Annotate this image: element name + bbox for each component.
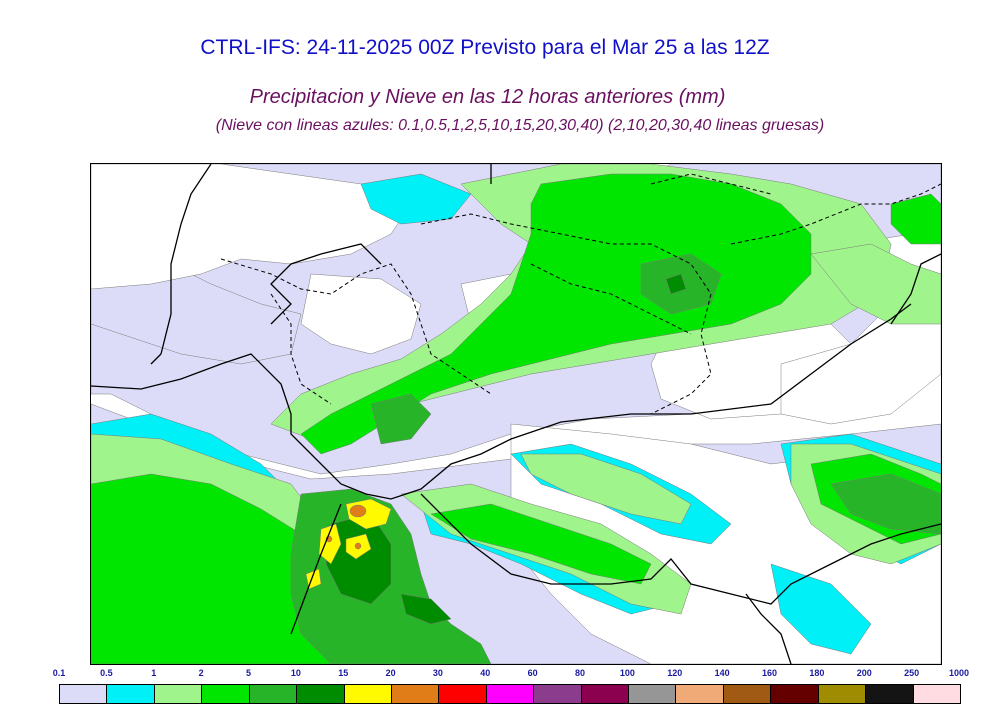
legend-tick-label: 120: [667, 668, 683, 678]
legend-swatch: [297, 685, 345, 703]
legend-tick-label: 15: [338, 668, 349, 678]
legend-swatch: [391, 685, 440, 703]
legend-tick-label: 140: [714, 668, 730, 678]
legend-tick-label: 20: [385, 668, 396, 678]
legend-swatch: [439, 685, 487, 703]
legend-swatch: [866, 685, 914, 703]
legend-tick-label: 250: [904, 668, 920, 678]
legend-tick-label: 0.5: [100, 668, 113, 678]
precip-green-layer: [91, 173, 941, 664]
legend-tick-label: 180: [809, 668, 825, 678]
legend-tick-label: 5: [245, 668, 251, 678]
map-subtitle: Precipitacion y Nieve en las 12 horas an…: [249, 86, 726, 108]
legend-swatch: [344, 685, 392, 703]
legend-swatch: [629, 685, 677, 703]
legend-swatch: [60, 685, 108, 703]
legend-tick-label: 10: [290, 668, 301, 678]
legend-tick-label: 200: [856, 668, 872, 678]
color-legend: [59, 684, 961, 704]
legend-tick-label: 60: [527, 668, 538, 678]
map-snow-note: (Nieve con lineas azules: 0.1,0.5,1,2,5,…: [215, 117, 825, 134]
legend-swatch: [486, 685, 535, 703]
legend-tick-labels: 0.1 0.5 1 2 5 10 15 20 30 40 60 80 100 120 140 160 180 20…: [0, 668, 1000, 682]
borders: [220, 173, 941, 415]
legend-swatch: [771, 685, 819, 703]
legend-tick-label: 2: [198, 668, 204, 678]
legend-swatch: [534, 685, 582, 703]
legend-swatch: [913, 685, 961, 703]
precip-dark-green-layer: [325, 273, 687, 625]
legend-tick-label: 1000: [948, 668, 970, 678]
legend-tick-label: 40: [480, 668, 491, 678]
map-canvas: [91, 164, 941, 664]
legend-tick-label: 1: [151, 668, 157, 678]
precipitation-map: [90, 163, 942, 665]
legend-swatch: [676, 685, 724, 703]
map-title: CTRL-IFS: 24-11-2025 00Z Previsto para e…: [200, 36, 770, 59]
legend-swatch: [581, 685, 630, 703]
precip-orange-layer: [325, 504, 367, 550]
legend-swatch: [723, 685, 772, 703]
legend-swatch: [249, 685, 298, 703]
legend-swatch: [202, 685, 250, 703]
legend-tick-label: 100: [619, 668, 635, 678]
legend-tick-label: 80: [575, 668, 586, 678]
legend-tick-label: 0.1: [52, 668, 66, 678]
coastlines: [91, 164, 941, 664]
legend-tick-label: 160: [762, 668, 778, 678]
legend-swatch: [818, 685, 867, 703]
legend-tick-label: 30: [432, 668, 443, 678]
legend-swatch: [107, 685, 155, 703]
legend-swatch: [154, 685, 203, 703]
